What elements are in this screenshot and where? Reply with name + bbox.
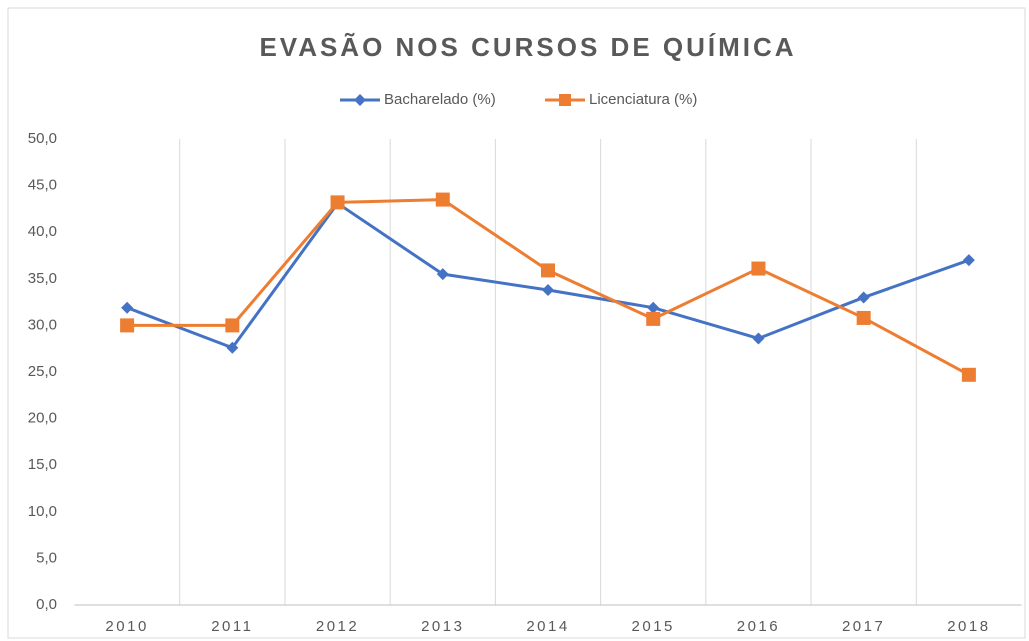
y-tick-label: 30,0 [28, 316, 57, 333]
marker [559, 94, 571, 106]
marker [354, 94, 366, 106]
x-tick-label: 2015 [632, 618, 675, 635]
y-tick-label: 20,0 [28, 410, 57, 427]
y-tick-label: 40,0 [28, 223, 57, 240]
marker [436, 268, 449, 281]
marker [225, 318, 240, 333]
marker [120, 318, 135, 333]
y-tick-label: 50,0 [28, 130, 57, 147]
y-tick-label: 0,0 [36, 596, 57, 613]
y-tick-label: 5,0 [36, 549, 57, 566]
marker [962, 254, 975, 267]
x-tick-label: 2017 [842, 618, 885, 635]
x-tick-label: 2016 [737, 618, 780, 635]
y-tick-label: 25,0 [28, 363, 57, 380]
marker [857, 291, 870, 304]
y-tick-label: 10,0 [28, 503, 57, 520]
chart-border [7, 7, 1026, 639]
x-tick-label: 2018 [947, 618, 990, 635]
marker [751, 261, 766, 276]
marker [435, 192, 450, 207]
y-tick-label: 35,0 [28, 270, 57, 287]
x-tick-label: 2011 [211, 618, 253, 635]
x-tick-label: 2010 [105, 618, 148, 635]
marker [226, 341, 239, 354]
y-tick-label: 45,0 [28, 177, 57, 194]
marker [542, 283, 554, 296]
marker [647, 301, 660, 314]
marker [121, 301, 134, 314]
marker [856, 310, 871, 325]
marker [330, 195, 345, 210]
marker [752, 332, 765, 345]
marker [646, 311, 661, 326]
marker [961, 367, 976, 382]
marker [541, 263, 555, 278]
legend-label: Licenciatura (%) [589, 91, 697, 108]
chart-title: EVASÃO NOS CURSOS DE QUÍMICA [259, 32, 796, 62]
x-tick-label: 2012 [316, 618, 359, 635]
x-tick-label: 2013 [421, 618, 464, 635]
y-tick-label: 15,0 [28, 456, 57, 473]
x-tick-label: 2014 [526, 618, 569, 635]
legend-label: Bacharelado (%) [384, 91, 496, 108]
